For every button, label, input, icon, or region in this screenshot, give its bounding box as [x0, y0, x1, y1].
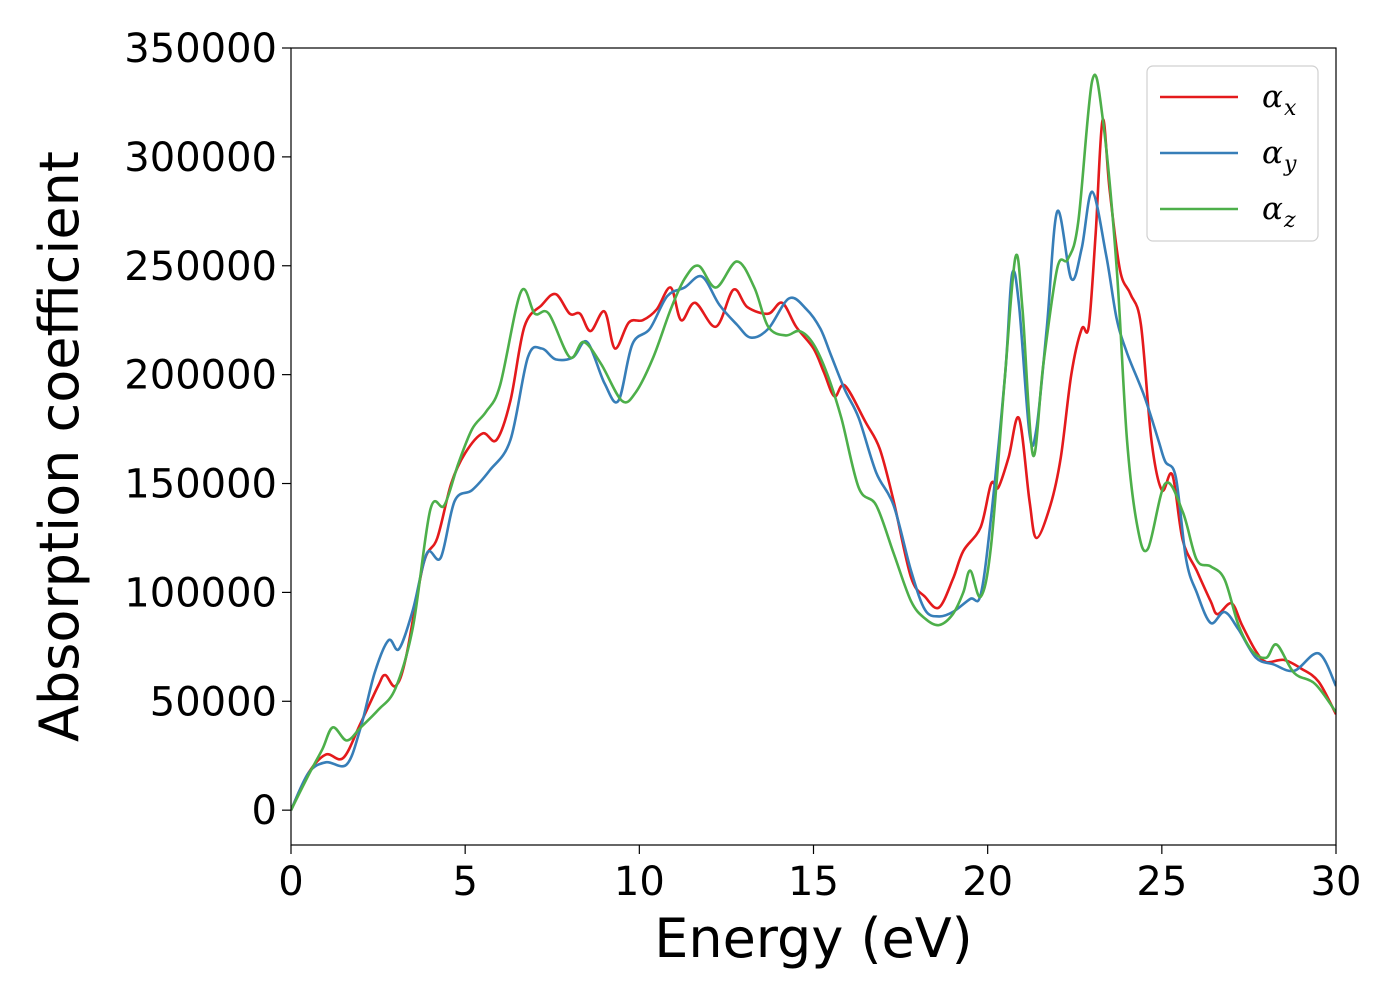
x-tick-label: 20: [962, 859, 1013, 905]
series-line-x: [291, 118, 1336, 811]
series-line-y: [291, 190, 1336, 811]
y-tick-label: 100000: [124, 570, 277, 616]
y-axis-label: Absorption coefficient: [28, 151, 91, 742]
x-tick-label: 25: [1136, 859, 1187, 905]
series-layer: [291, 73, 1336, 811]
y-tick-label: 50000: [150, 679, 277, 725]
legend-label-sub: x: [1284, 96, 1297, 121]
y-tick-label: 250000: [124, 244, 277, 290]
x-tick-label: 10: [614, 859, 665, 905]
x-tick-label: 5: [452, 859, 477, 905]
legend-label-x: αx: [1262, 79, 1297, 121]
legend-label-y: αy: [1262, 135, 1297, 177]
y-tick-label: 150000: [124, 462, 277, 508]
x-tick-label: 30: [1311, 859, 1362, 905]
y-tick-label: 350000: [124, 26, 277, 72]
x-axis-ticks: 0 5 10 15 20 25 30: [278, 845, 1361, 905]
legend-label-main: α: [1262, 191, 1283, 227]
legend-label-sub: y: [1283, 152, 1297, 177]
legend-label-z: αz: [1262, 191, 1296, 233]
y-tick-label: 300000: [124, 135, 277, 181]
x-tick-label: 15: [788, 859, 839, 905]
legend-label-main: α: [1262, 79, 1283, 115]
legend-label-sub: z: [1283, 208, 1296, 233]
x-tick-label: 0: [278, 859, 303, 905]
x-axis-label: Energy (eV): [654, 907, 973, 970]
legend-label-main: α: [1262, 135, 1283, 171]
y-axis-ticks: 0 50000 100000 150000 200000 250000 300000 3500…: [124, 26, 291, 834]
y-tick-label: 200000: [124, 353, 277, 399]
series-line-z: [291, 73, 1336, 811]
y-tick-label: 0: [252, 788, 277, 834]
